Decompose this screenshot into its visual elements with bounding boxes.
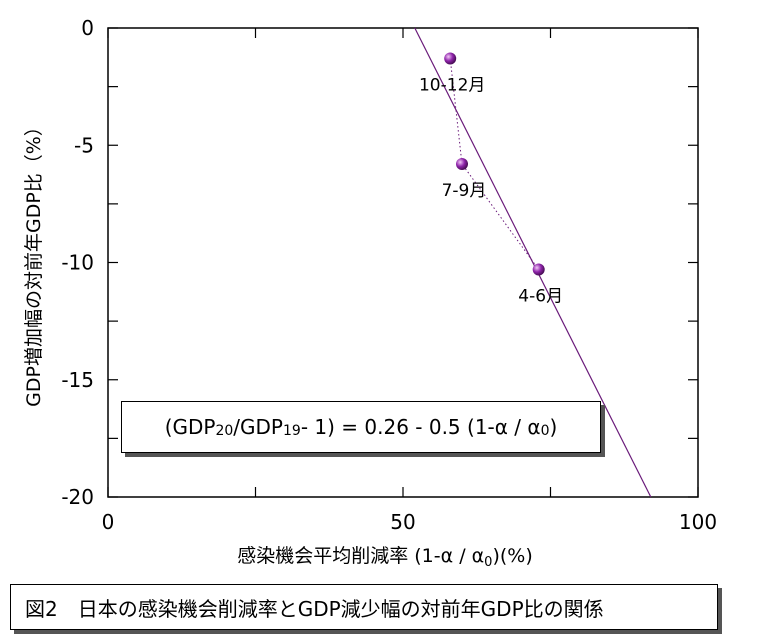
y-tick-label: -10 <box>61 251 94 275</box>
data-points: 10-12月 7-9月 4-6月 <box>419 52 563 307</box>
y-tick-label: -20 <box>61 485 94 509</box>
y-tick-label: -15 <box>61 368 94 392</box>
x-tick-label: 0 <box>102 510 115 534</box>
point-label: 10-12月 <box>419 75 485 95</box>
fit-line <box>414 27 652 498</box>
x-tick-label: 50 <box>390 510 415 534</box>
data-point <box>456 158 468 171</box>
figure-caption: 図2 日本の感染機会削減率とGDP減少幅の対前年GDP比の関係 <box>10 584 718 630</box>
point-label: 7-9月 <box>442 181 487 201</box>
data-point <box>532 263 545 276</box>
data-point <box>444 52 457 65</box>
point-label: 4-6月 <box>518 287 563 307</box>
axis-ticks <box>107 27 699 498</box>
y-tick-label: 0 <box>81 16 94 40</box>
x-axis-title: 感染機会平均削減率 (1-α / α0)(%) <box>237 545 533 570</box>
y-tick-label: -5 <box>74 133 94 157</box>
x-tick-label: 100 <box>679 510 717 534</box>
chart: 0 50 100 0 -5 -10 -15 -20 10-12月 7-9月 4-6月 感染機会平均… <box>23 16 717 570</box>
tick-labels: 0 50 100 0 -5 -10 -15 -20 <box>61 16 717 534</box>
y-axis-title: GDP増加幅の対前年GDP比（%） <box>23 117 45 407</box>
point-connector <box>449 58 540 270</box>
